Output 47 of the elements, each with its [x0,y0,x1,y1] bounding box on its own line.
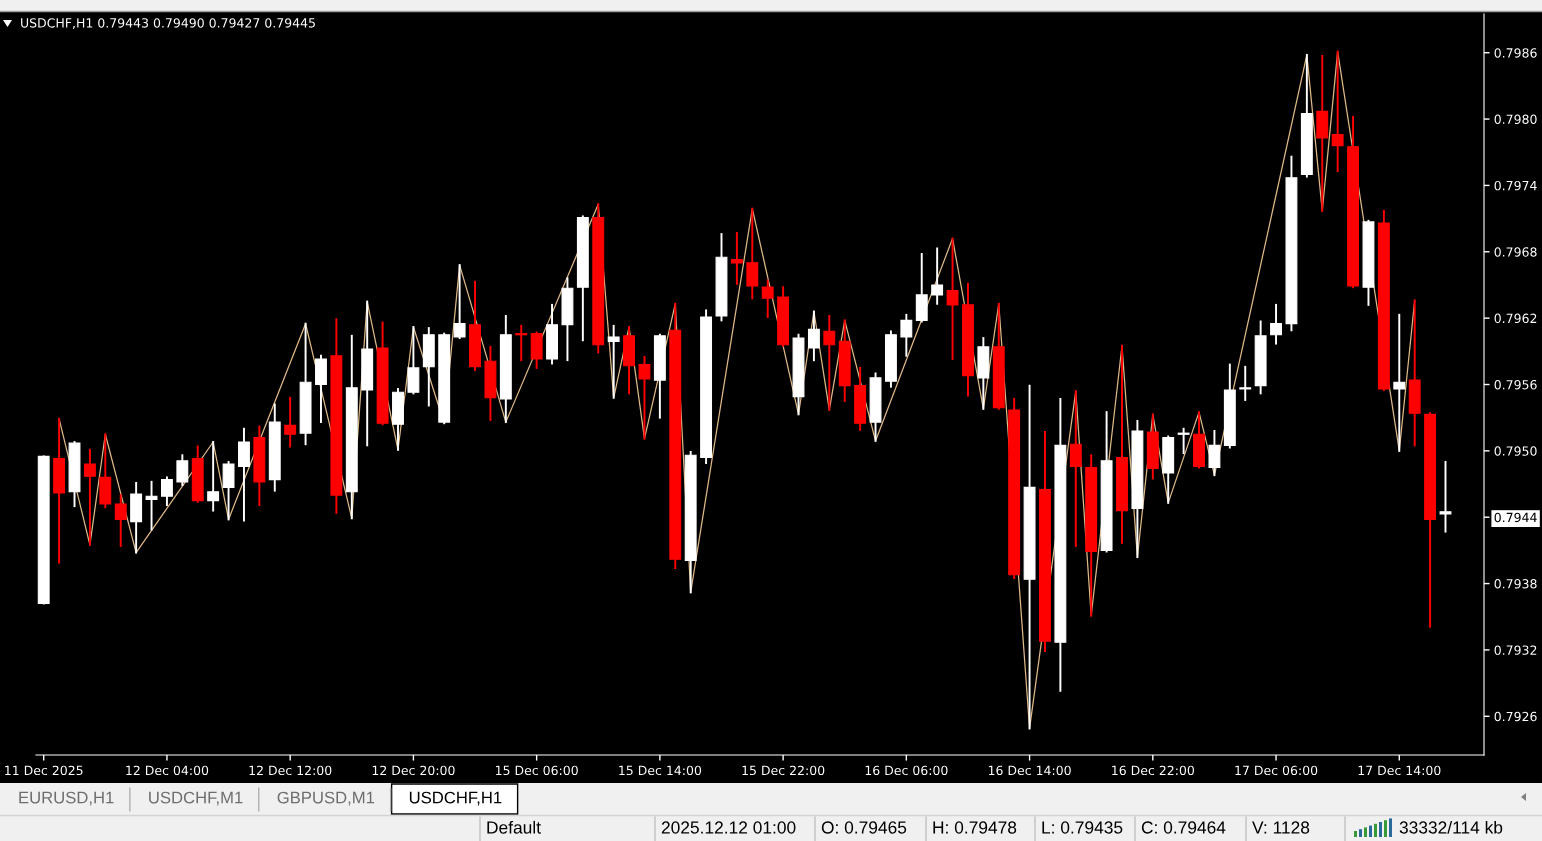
text: V: 1128 [1252,821,1310,834]
y-tick-label: 0.7938 [1494,579,1537,589]
candlestick [638,355,651,440]
text: O: 0.79465 [821,821,907,834]
x-tick-label: 16 Dec 14:00 [988,765,1071,776]
candlestick [1439,460,1452,533]
chart-title: USDCHF,H1 0.79443 0.79490 0.79427 0.79445 [21,18,315,29]
y-tick-label: 0.7980 [1494,114,1537,124]
candlestick [1362,219,1375,306]
x-tick-label: 17 Dec 06:00 [1235,765,1318,776]
text: USDCHF,H1 [409,791,502,806]
x-tick-label: 17 Dec 14:00 [1358,765,1441,776]
y-tick-label: 0.7986 [1494,48,1537,58]
y-tick-label: 0.7932 [1494,645,1537,655]
candlestick [931,247,944,305]
y-tick-label: 0.7944 [1494,512,1537,523]
candlestick [715,233,728,322]
candlestick [1239,365,1252,401]
text: 2025.12.12 01:00 [661,821,796,834]
x-tick-label: 15 Dec 06:00 [495,765,578,776]
y-tick-label: 0.7962 [1494,313,1537,324]
candlestick [68,441,81,508]
text: H: 0.79478 [933,821,1017,834]
y-tick-label: 0.7926 [1494,711,1537,722]
x-tick-label: 12 Dec 20:00 [372,765,455,776]
x-tick-label: 15 Dec 14:00 [619,765,702,776]
x-tick-label: 12 Dec 04:00 [126,765,209,776]
text: EURUSD,H1 [19,791,114,806]
candlestick [869,372,882,442]
text: C: 0.79464 [1141,821,1226,834]
text: GBPUSD,M1 [277,791,375,806]
x-tick-label: 16 Dec 22:00 [1112,765,1195,776]
x-tick-label: 15 Dec 22:00 [742,765,825,776]
candlestick [792,333,805,416]
candlestick [37,455,50,605]
y-tick-label: 0.7956 [1494,379,1537,390]
y-tick-label: 0.7950 [1494,446,1537,456]
x-tick-label: 12 Dec 12:00 [249,765,332,776]
x-tick-label: 11 Dec 2025 [5,765,83,776]
candlestick [607,324,620,399]
x-tick-label: 16 Dec 06:00 [865,765,948,776]
text: Default [487,820,541,834]
text: 33332/114 kb [1399,820,1503,834]
y-tick-label: 0.7968 [1494,247,1537,257]
text: USDCHF,M1 [149,791,243,806]
text: L: 0.79435 [1042,821,1123,834]
y-tick-label: 0.7974 [1494,180,1537,191]
